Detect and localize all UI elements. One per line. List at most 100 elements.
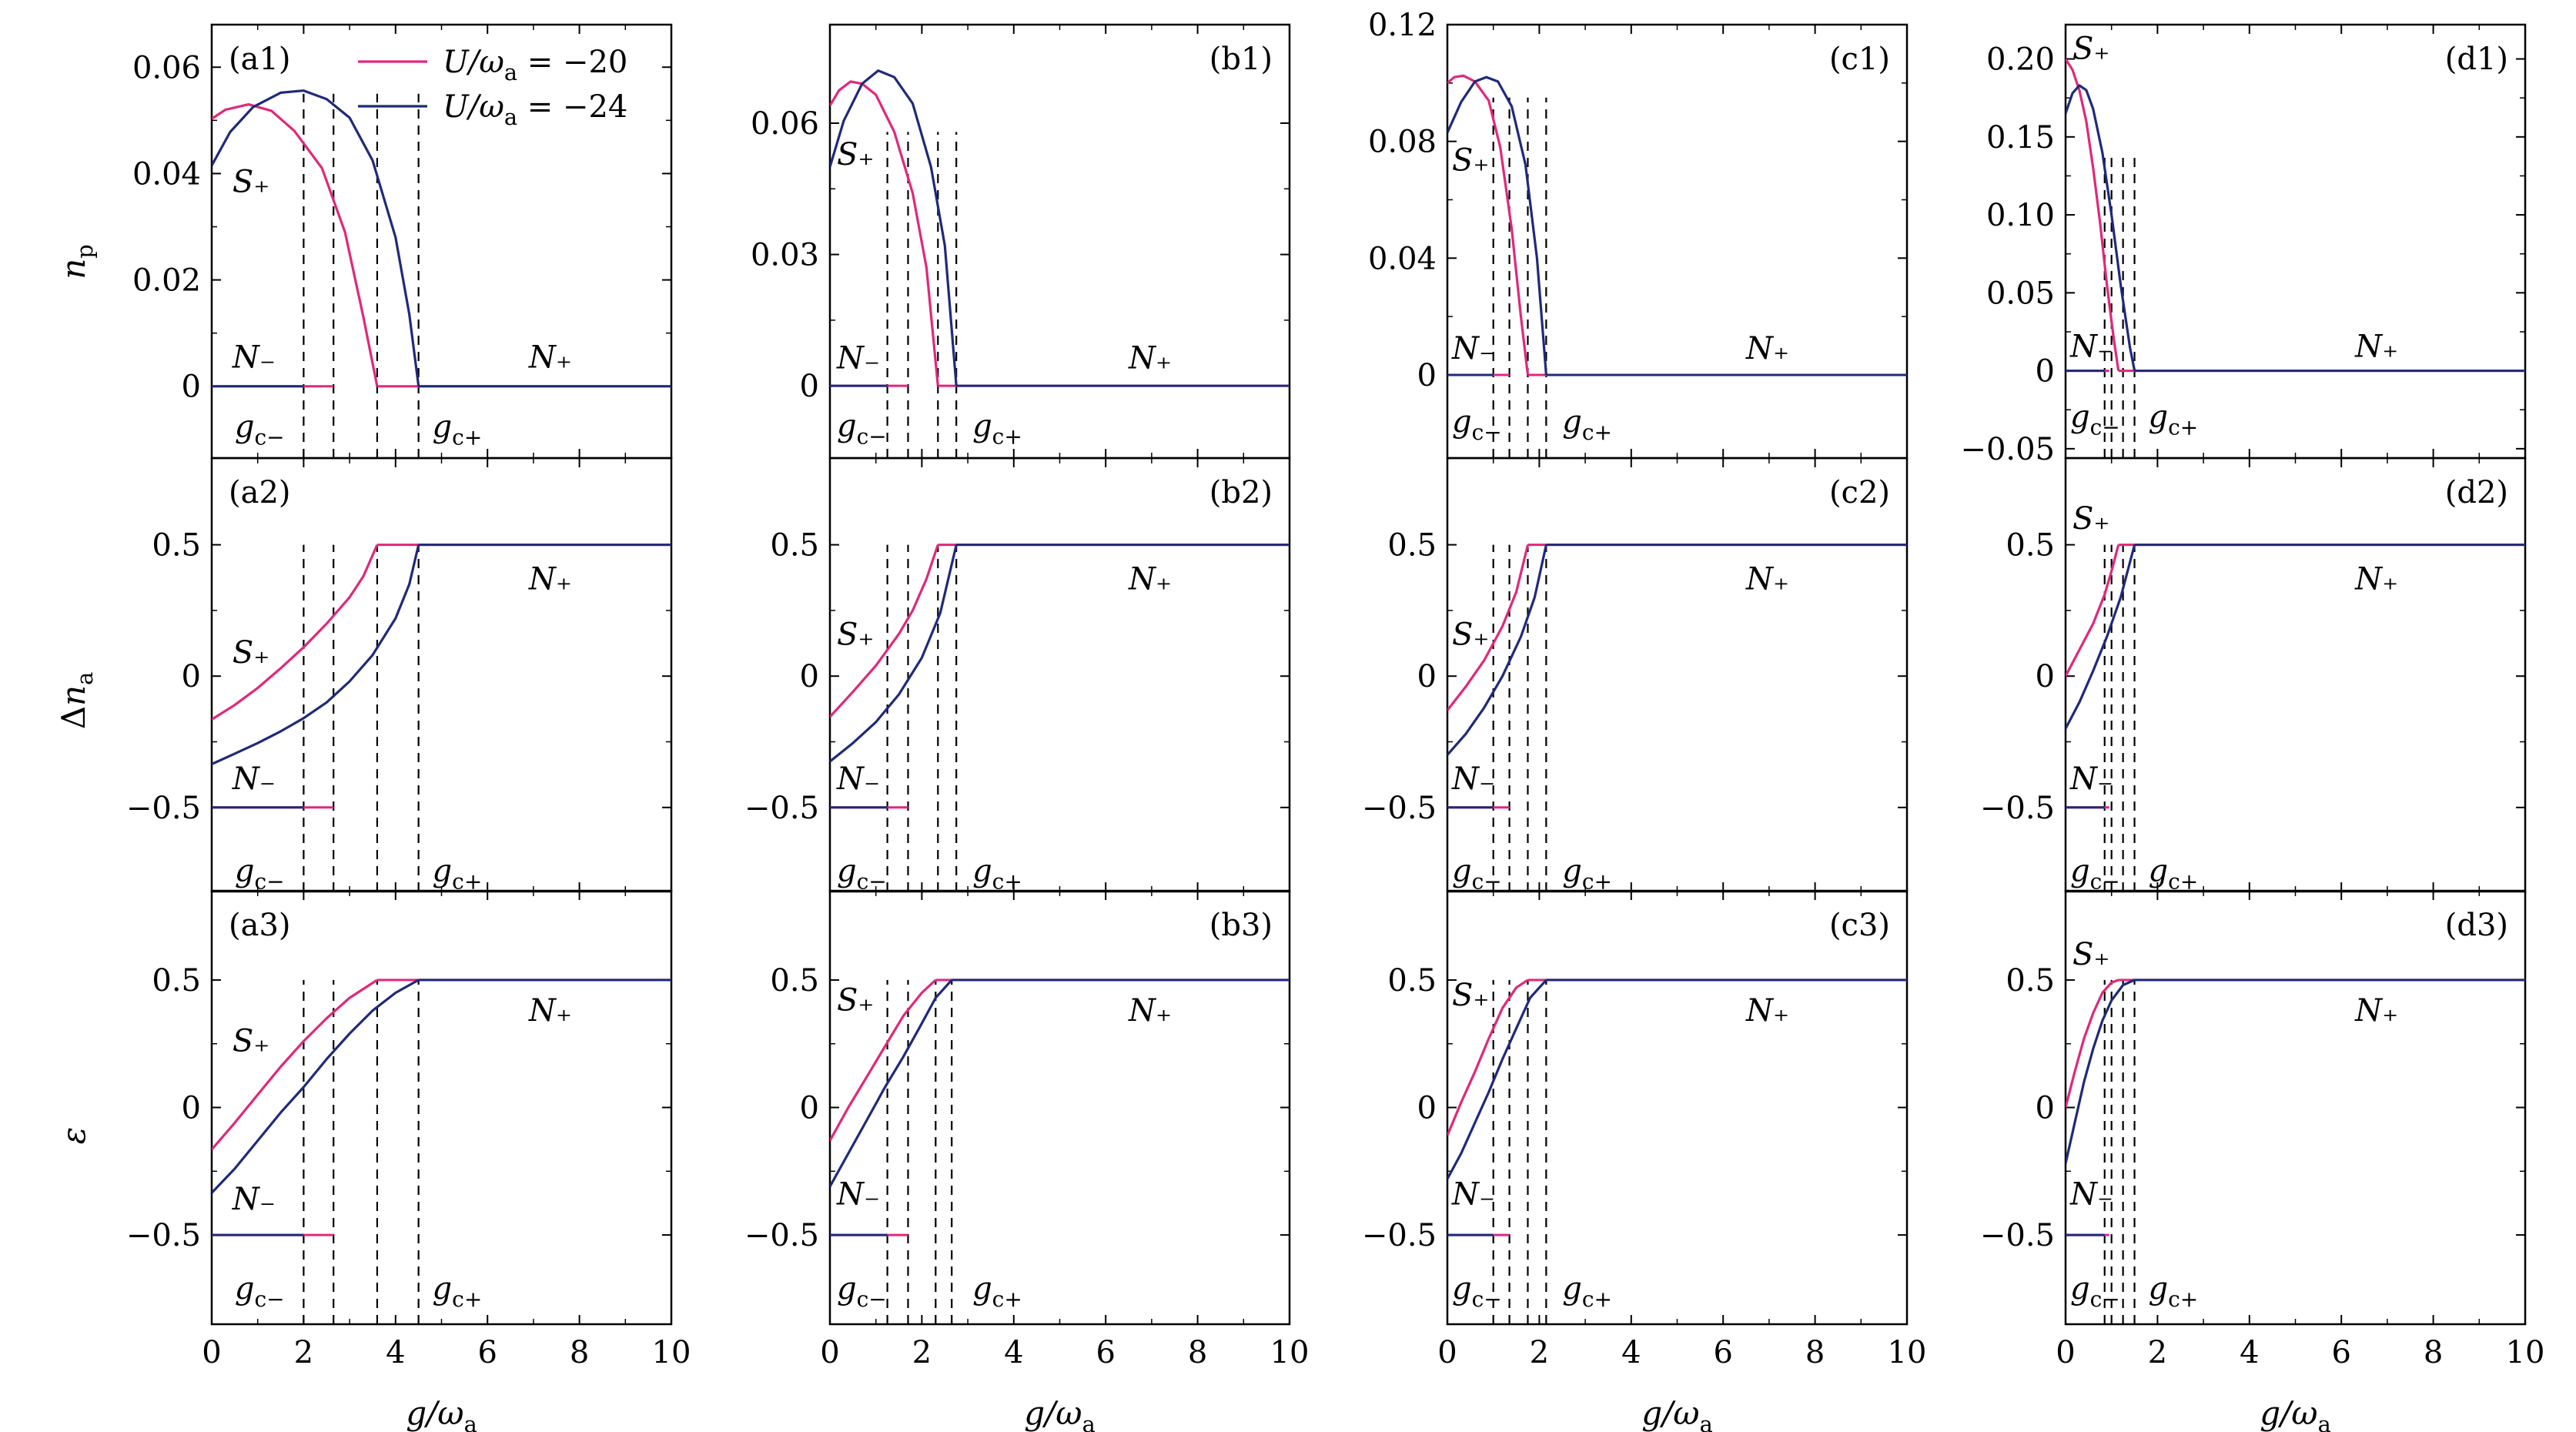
annotation: S₊	[837, 983, 875, 1019]
y-tick-label: 0.08	[1368, 125, 1437, 160]
series-1-s-plus	[2066, 544, 2120, 677]
x-tick-label: 4	[1621, 1335, 1641, 1370]
panel-label: (d2)	[2445, 475, 2508, 510]
panel-label: (b3)	[1209, 908, 1273, 943]
y-tick-label: 0.03	[751, 238, 819, 273]
x-tick-label: 2	[294, 1335, 313, 1370]
data-layer	[212, 89, 671, 458]
y-tick-label: −0.5	[1980, 1218, 2055, 1253]
panels: 0 0.02 0.04 0.06 (a1) S₊ N₋ N₊ gc− gc+ 0 0.03 0.06 (b…	[126, 8, 2545, 1432]
data-layer	[212, 979, 671, 1324]
annotation: N₋	[232, 340, 276, 376]
panel-a3: 0 2 4 6 8 10 −0.5 0 0.5 (a3) S₊ N₋ N₊ gc− gc+ g/ωa	[126, 889, 691, 1432]
annotation: N₋	[1451, 331, 1495, 366]
series-2-s-plus	[830, 544, 958, 763]
series-2-s-plus	[212, 89, 420, 386]
x-tick-label: 10	[1270, 1335, 1310, 1370]
annotation: gc+	[1562, 404, 1612, 445]
y-tick-label: 0.10	[1986, 198, 2055, 233]
series-1-s-plus	[2066, 58, 2120, 371]
annotation: gc+	[972, 409, 1022, 450]
annotation: N₊	[1128, 562, 1172, 597]
annotation: gc−	[235, 409, 285, 450]
y-tick-label: 0	[182, 659, 201, 694]
y-tick-label: 0.06	[132, 50, 201, 85]
annotation: N₊	[1128, 993, 1172, 1029]
y-tick-label: 0.5	[2006, 963, 2055, 999]
panel-label: (c2)	[1829, 475, 1890, 510]
series-2-s-plus	[212, 979, 420, 1194]
x-tick-label: 0	[1437, 1335, 1457, 1370]
series-1-s-plus	[1447, 544, 1530, 711]
annotation: S₊	[2073, 937, 2110, 972]
panel-c2: −0.500.5(c2)S₊N₋N₊gc− gc+	[1362, 457, 1909, 894]
annotation: S₊	[233, 165, 270, 200]
x-axis-label: g/ωa	[406, 1394, 477, 1432]
annotation: N₊	[528, 562, 572, 597]
annotation: gc−	[2070, 399, 2120, 440]
y-tick-label: 0	[2036, 659, 2055, 694]
panel-c1: 0 0.04 0.08 0.12 (c1) S₊ N₋ N₊ gc− gc+	[1368, 8, 1909, 460]
y-tick-label: −0.5	[126, 791, 201, 826]
annotation: S₊	[233, 635, 270, 671]
annotation: gc+	[433, 409, 483, 450]
y-tick-label: 0.20	[1986, 42, 2055, 78]
y-tick-label: 0	[182, 1091, 201, 1126]
annotation: gc+	[433, 1271, 483, 1312]
x-tick-label: 8	[1188, 1335, 1207, 1370]
panel-label: (b2)	[1209, 475, 1273, 510]
panel-label: (d3)	[2445, 908, 2508, 943]
panel-label: (c3)	[1829, 908, 1890, 943]
y-tick-label: −0.5	[1362, 791, 1437, 826]
y-tick-label: 0	[800, 659, 819, 694]
x-tick-label: 10	[2506, 1335, 2545, 1370]
annotation: gc−	[2070, 1271, 2120, 1312]
y-tick-label: −0.5	[126, 1218, 201, 1253]
y-tick-label: 0	[1417, 659, 1437, 694]
y-tick-label: 0	[800, 1091, 819, 1126]
x-tick-label: 10	[1888, 1335, 1927, 1370]
x-tick-label: 6	[1713, 1335, 1732, 1370]
series-1-s-plus	[830, 979, 937, 1142]
annotation: N₋	[836, 1176, 880, 1212]
x-tick-label: 0	[820, 1335, 839, 1370]
x-tick-label: 2	[2148, 1335, 2167, 1370]
panel-label: (a3)	[229, 908, 291, 943]
series-2-s-plus	[2066, 979, 2136, 1164]
y-tick-label: −0.05	[1960, 432, 2055, 467]
annotation: gc−	[837, 409, 887, 450]
annotation: N₊	[1745, 331, 1789, 366]
x-tick-label: 4	[1004, 1335, 1023, 1370]
x-tick-label: 2	[912, 1335, 932, 1370]
data-layer	[1447, 544, 1907, 892]
data-layer	[2066, 58, 2525, 458]
y-tick-label: 0.5	[770, 963, 819, 999]
annotation: N₊	[1128, 340, 1172, 376]
x-tick-label: 2	[1530, 1335, 1549, 1370]
series-2-s-plus	[830, 979, 953, 1187]
y-tick-label: 0.12	[1368, 8, 1437, 43]
x-tick-label: 8	[1805, 1335, 1825, 1370]
row-y-labels: np Δna ε	[55, 244, 98, 1144]
x-tick-label: 6	[1096, 1335, 1115, 1370]
panel-c3: 0 2 4 6 8 10 −0.5 0 0.5 (c3) S₊ N₋ N₊ gc− gc+ g/ωa	[1362, 889, 1927, 1432]
panel-d3: 0 2 4 6 8 10 −0.5 0 0.5 (d3) S₊ N₋ N₊ gc− gc+ g/ωa	[1980, 889, 2545, 1432]
annotation: S₊	[2073, 501, 2110, 537]
annotation: gc+	[972, 1271, 1022, 1312]
y-tick-label: −0.5	[1980, 791, 2055, 826]
x-tick-label: 6	[477, 1335, 497, 1370]
annotation: gc+	[2148, 399, 2198, 440]
series-1-s-plus	[1447, 979, 1529, 1136]
series-1-s-plus	[212, 544, 379, 721]
panel-label: (b1)	[1209, 42, 1273, 77]
panel-b1: 0 0.03 0.06 (b1) S₊ N₋ N₊ gc− gc+	[751, 23, 1291, 460]
x-axis-label: g/ωa	[2260, 1394, 2330, 1432]
y-tick-label: 0.05	[1986, 276, 2055, 311]
data-layer	[1447, 979, 1907, 1324]
annotation: N₊	[1745, 562, 1789, 597]
annotation: gc−	[1452, 1271, 1502, 1312]
annotation: N₋	[836, 761, 880, 797]
y-tick-label: 0.5	[770, 528, 819, 564]
annotation: N₋	[232, 761, 276, 797]
